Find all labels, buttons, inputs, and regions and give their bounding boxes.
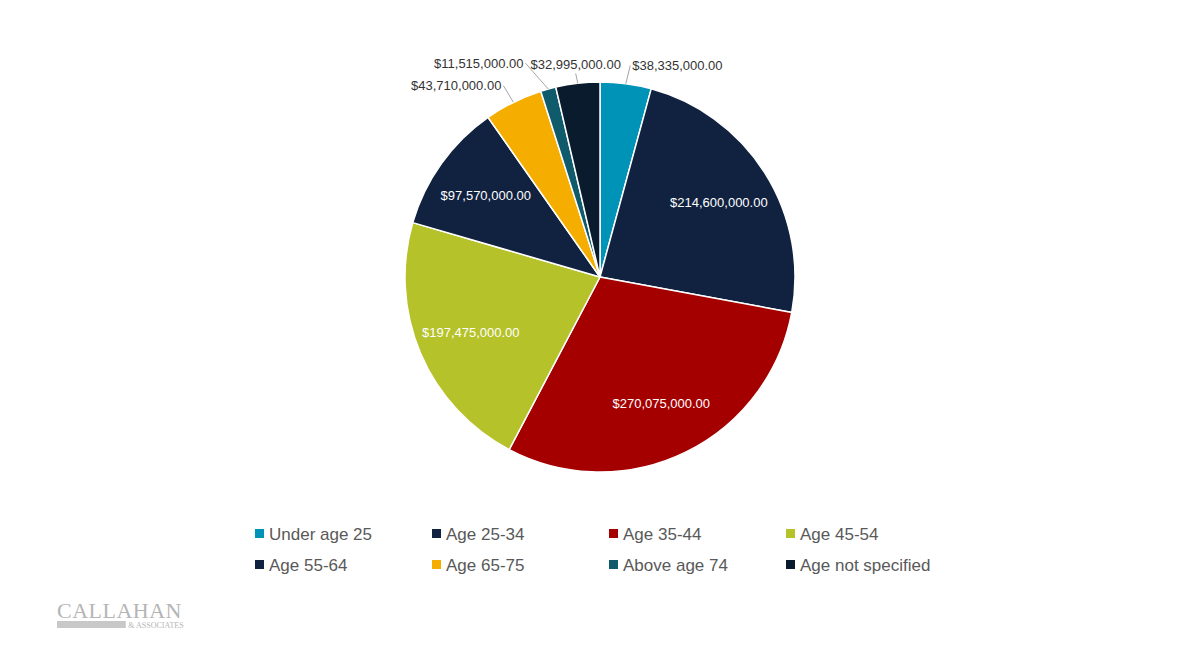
- legend-label: Age not specified: [800, 556, 930, 575]
- legend-swatch: [255, 529, 264, 538]
- legend-label: Age 65-75: [446, 556, 524, 575]
- logo: CALLAHAN& ASSOCIATES: [57, 598, 184, 630]
- data-label: $38,335,000.00: [632, 58, 722, 73]
- legend-label: Above age 74: [623, 556, 728, 575]
- background: [0, 0, 1200, 650]
- logo-bar: [57, 621, 126, 628]
- data-label: $214,600,000.00: [670, 195, 768, 210]
- legend-swatch: [432, 529, 441, 538]
- legend-label: Under age 25: [269, 525, 372, 544]
- logo-text: CALLAHAN: [57, 598, 182, 623]
- data-label: $270,075,000.00: [612, 396, 710, 411]
- chart: $214,600,000.00 $270,075,000.00 $197,475,0…: [0, 0, 1200, 650]
- legend-label: Age 45-54: [800, 525, 878, 544]
- data-label: $97,570,000.00: [441, 188, 531, 203]
- data-label: $197,475,000.00: [422, 325, 520, 340]
- data-label: $32,995,000.00: [531, 57, 621, 72]
- legend-swatch: [255, 560, 264, 569]
- leader-line: [525, 63, 548, 89]
- pie-slice: [556, 82, 600, 277]
- legend-swatch: [609, 529, 618, 538]
- legend-label: Age 35-44: [623, 525, 701, 544]
- legend-swatch: [786, 529, 795, 538]
- logo-subtext: & ASSOCIATES: [128, 621, 183, 630]
- slices: [405, 82, 795, 472]
- data-labels: $214,600,000.00 $270,075,000.00 $197,475,0…: [411, 56, 768, 412]
- legend-swatch: [609, 560, 618, 569]
- legend-label: Age 25-34: [446, 525, 524, 544]
- data-label: $11,515,000.00: [434, 56, 523, 71]
- legend-swatch: [432, 560, 441, 569]
- leader-line: [576, 73, 578, 83]
- pie-slice: [600, 89, 795, 313]
- data-label: $43,710,000.00: [411, 78, 501, 93]
- legend-swatch: [786, 560, 795, 569]
- legend: Under age 25 Age 25-34 Age 35-44 Age 45-54 A…: [255, 525, 930, 575]
- leader-line: [626, 65, 630, 83]
- legend-label: Age 55-64: [269, 556, 347, 575]
- leader-line: [503, 86, 513, 103]
